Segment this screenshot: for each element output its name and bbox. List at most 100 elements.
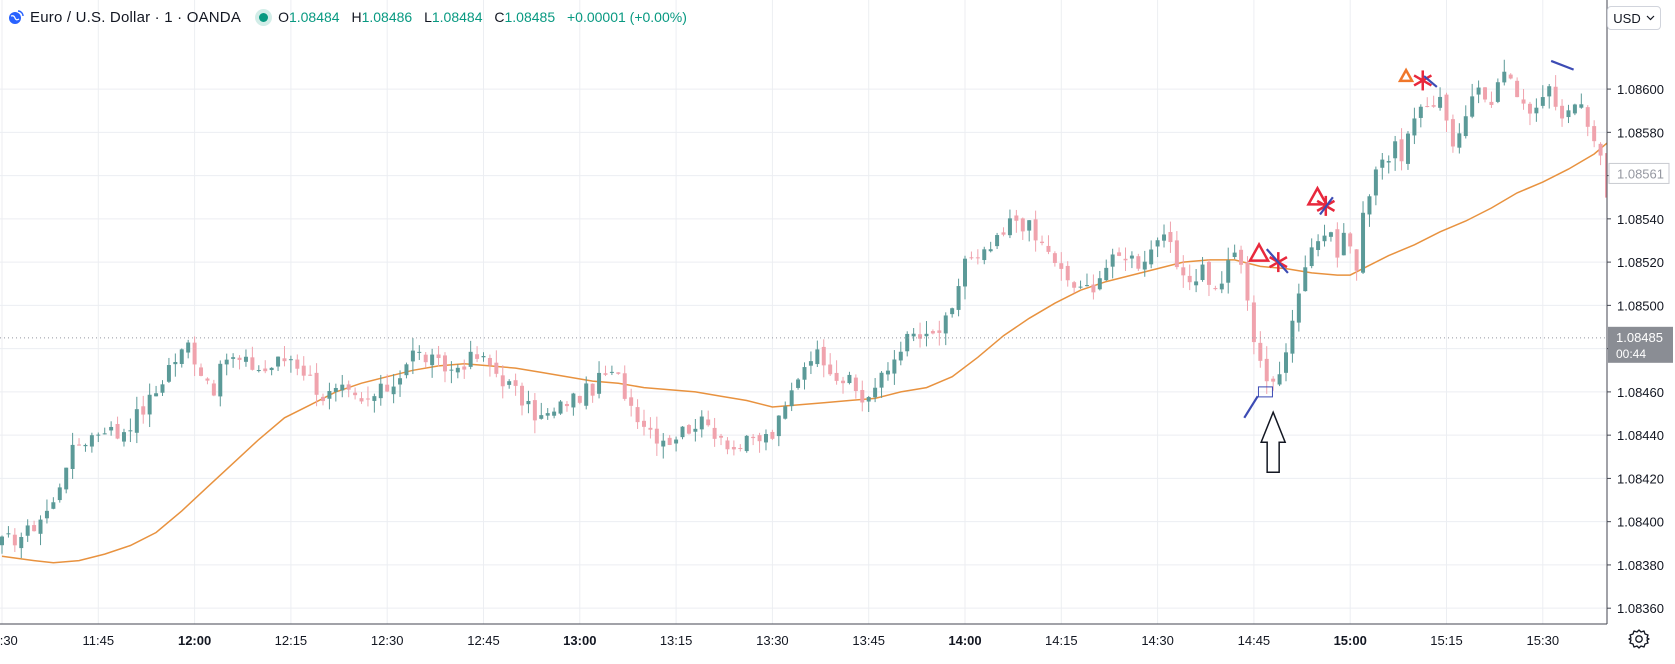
candle-body [1335,229,1340,258]
candle-body [38,519,43,534]
currency-button[interactable]: USD [1607,6,1661,30]
candle-body [930,331,935,334]
candle-body [340,384,345,391]
x-tick-label: 13:30 [756,633,789,648]
current-price-tag [1608,326,1673,363]
candle-body [288,359,293,361]
candle-body [674,439,679,444]
candle-body [776,415,781,437]
candle-body [802,367,807,380]
candle-body [404,364,409,376]
candle-body [1373,169,1378,196]
candle-body [1014,215,1019,221]
candle-body [905,333,910,352]
candle-body [577,395,582,403]
candle-body [963,258,967,287]
candle-body [224,359,229,365]
y-tick-label: 1.08360 [1617,601,1664,616]
candle-body [102,433,107,435]
candle-body [1367,196,1372,215]
candle-body [1296,293,1301,323]
candle-body [635,407,640,423]
candle-body [654,428,659,444]
candle-body [1438,96,1443,108]
candle-body [924,333,929,337]
candle-body [808,361,813,366]
candle-body [552,411,557,416]
candle-body [1123,258,1128,261]
candle-body [359,398,364,402]
candle-body [1560,105,1565,119]
candle-body [1277,374,1282,385]
candle-body [744,435,749,452]
candle-body [828,364,833,375]
candle-body [783,406,788,419]
candle-body [719,435,724,438]
candle-body [1072,282,1077,288]
candle-body [680,426,685,438]
candle-body [1226,260,1231,283]
x-tick-label: 15:00 [1334,633,1367,648]
candle-body [1405,133,1410,164]
candle-body [128,430,133,432]
candle-body [1316,241,1321,250]
candle-body [77,444,82,446]
x-tick-label: 15:15 [1430,633,1463,648]
candle-body [796,379,801,388]
candle-body [1162,234,1167,241]
moving-average-line [1,142,1608,564]
y-tick-label: 1.08540 [1617,212,1664,227]
candle-body [57,487,62,501]
candle-body [988,249,993,252]
candle-body [417,351,422,353]
candle-body [879,372,884,388]
candle-body [160,384,165,393]
candle-body [616,372,621,374]
candle-body [706,419,711,426]
candle-body [1271,378,1276,382]
candle-body [500,375,505,387]
candle-body [622,373,627,399]
candle-body [609,371,614,373]
candle-body [410,350,415,362]
candle-body [1040,241,1045,244]
candle-body [1502,71,1507,83]
candle-body [1348,233,1353,247]
candles-layer [0,59,1616,559]
candle-body [346,384,351,390]
candle-body [1290,320,1295,354]
candle-body [378,383,383,399]
candle-body [918,334,923,339]
y-tick-label: 1.08520 [1617,255,1664,270]
candle-body [1027,220,1032,231]
candle-body [584,383,589,406]
star-marker [1413,74,1433,87]
symbol-title[interactable]: Euro / U.S. Dollar · 1 · OANDA [30,8,242,26]
candle-body [442,355,447,372]
x-tick-label: 12:00 [178,633,211,648]
candle-body [847,374,852,384]
candle-body [1078,286,1083,288]
candle-body [1463,116,1468,137]
candle-body [1258,342,1263,361]
candle-body [982,249,987,261]
candle-body [558,401,563,414]
candle-body [507,381,512,385]
candle-body [995,235,1000,247]
candle-body [282,358,287,362]
candle-body [70,444,75,469]
candle-body [1418,106,1423,118]
market-status-icon [259,12,269,22]
symbol-legend: Euro / U.S. Dollar · 1 · OANDA O1.08484 … [8,6,691,28]
candle-body [314,372,319,395]
candle-body [597,372,602,394]
candle-body [1020,218,1025,232]
candle-body [751,436,756,439]
candle-body [1483,87,1488,100]
candle-body [526,400,531,405]
gear-icon[interactable] [1628,628,1650,650]
candle-body [134,409,139,433]
crosshair-price-tag [1608,162,1670,184]
